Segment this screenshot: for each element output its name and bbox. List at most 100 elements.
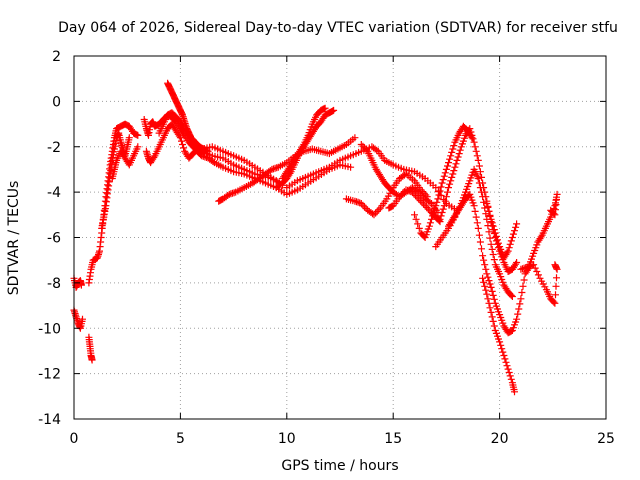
data-point xyxy=(456,146,464,154)
y-tick-label: -4 xyxy=(47,185,61,201)
data-point xyxy=(489,251,497,258)
data-point xyxy=(347,163,355,171)
data-point xyxy=(453,210,460,218)
data-point xyxy=(468,131,476,139)
data-point xyxy=(512,260,520,268)
data-point xyxy=(420,200,427,208)
data-point xyxy=(448,148,456,156)
data-point xyxy=(359,142,367,150)
data-point xyxy=(426,219,434,227)
y-tick-label: -14 xyxy=(38,412,61,428)
data-point xyxy=(410,190,418,198)
data-point xyxy=(519,282,527,290)
data-point xyxy=(553,274,560,282)
data-point xyxy=(501,355,509,363)
data-point xyxy=(446,180,454,188)
data-point xyxy=(507,291,515,299)
data-point xyxy=(418,192,426,199)
data-point xyxy=(415,188,423,196)
data-point xyxy=(490,256,498,264)
data-point xyxy=(454,206,462,214)
data-point xyxy=(475,231,483,239)
series-track-f xyxy=(108,143,142,182)
data-point xyxy=(488,287,496,295)
x-tick-labels: 0 5 10 15 20 25 xyxy=(70,431,615,447)
data-point xyxy=(508,234,516,241)
data-point xyxy=(426,198,434,206)
data-point xyxy=(452,160,460,168)
data-point xyxy=(475,162,483,170)
data-point xyxy=(224,192,232,199)
data-point xyxy=(531,264,539,272)
data-point xyxy=(490,322,498,330)
data-point xyxy=(494,236,501,244)
data-point xyxy=(372,209,380,217)
series-track-r xyxy=(411,122,476,241)
data-point xyxy=(505,244,513,252)
data-point xyxy=(507,375,515,383)
data-point xyxy=(478,188,485,196)
data-point xyxy=(490,295,498,303)
data-point xyxy=(473,152,481,160)
data-point xyxy=(451,213,459,221)
data-point xyxy=(373,146,381,154)
data-point xyxy=(415,224,423,232)
y-tick-label: 2 xyxy=(52,49,61,65)
data-point xyxy=(451,163,459,171)
series-track-n xyxy=(283,143,461,214)
data-point xyxy=(478,245,485,253)
data-point xyxy=(455,150,463,158)
data-point xyxy=(416,197,424,205)
data-point xyxy=(150,154,158,161)
data-point xyxy=(330,106,338,114)
data-point xyxy=(480,278,488,286)
data-point xyxy=(450,142,458,150)
data-point xyxy=(474,156,482,164)
data-point xyxy=(485,299,493,307)
chart-title: Day 064 of 2026, Sidereal Day-to-day VTE… xyxy=(58,20,618,36)
data-point xyxy=(469,135,477,143)
data-point xyxy=(436,215,444,223)
data-point xyxy=(418,198,426,206)
data-point xyxy=(490,226,498,234)
data-point xyxy=(413,193,421,201)
y-tick-label: -12 xyxy=(38,367,61,383)
data-point xyxy=(474,224,482,232)
series-track-y xyxy=(517,261,561,307)
data-point xyxy=(484,203,492,211)
series-track-v xyxy=(479,274,518,396)
data-point xyxy=(472,147,480,155)
data-point xyxy=(518,289,526,296)
data-point xyxy=(428,215,435,223)
data-point xyxy=(480,256,488,264)
data-point xyxy=(321,104,329,112)
data-point xyxy=(530,261,538,269)
x-tick-label: 15 xyxy=(384,431,402,447)
data-point xyxy=(442,165,450,173)
data-point xyxy=(479,252,487,260)
data-point xyxy=(447,177,455,185)
data-point xyxy=(204,147,212,155)
data-point xyxy=(415,195,423,203)
data-point xyxy=(503,249,511,257)
data-point xyxy=(503,362,511,370)
y-tick-label: -6 xyxy=(47,231,61,247)
data-point xyxy=(486,304,494,312)
y-tick-label: 0 xyxy=(52,94,61,110)
data-point xyxy=(435,217,443,224)
data-point xyxy=(533,268,541,275)
series-track-w xyxy=(483,200,521,262)
data-point xyxy=(552,282,560,290)
data-point xyxy=(485,228,493,236)
data-point xyxy=(178,137,185,145)
y-axis-label: SDTVAR / TECUs xyxy=(6,181,22,296)
data-point xyxy=(485,207,493,215)
data-point xyxy=(449,170,457,178)
data-point xyxy=(511,388,518,396)
data-point xyxy=(453,156,461,164)
series-track-d xyxy=(85,120,142,287)
data-point xyxy=(399,189,407,197)
data-point xyxy=(351,134,359,142)
data-point xyxy=(481,261,489,269)
data-point xyxy=(514,310,522,318)
